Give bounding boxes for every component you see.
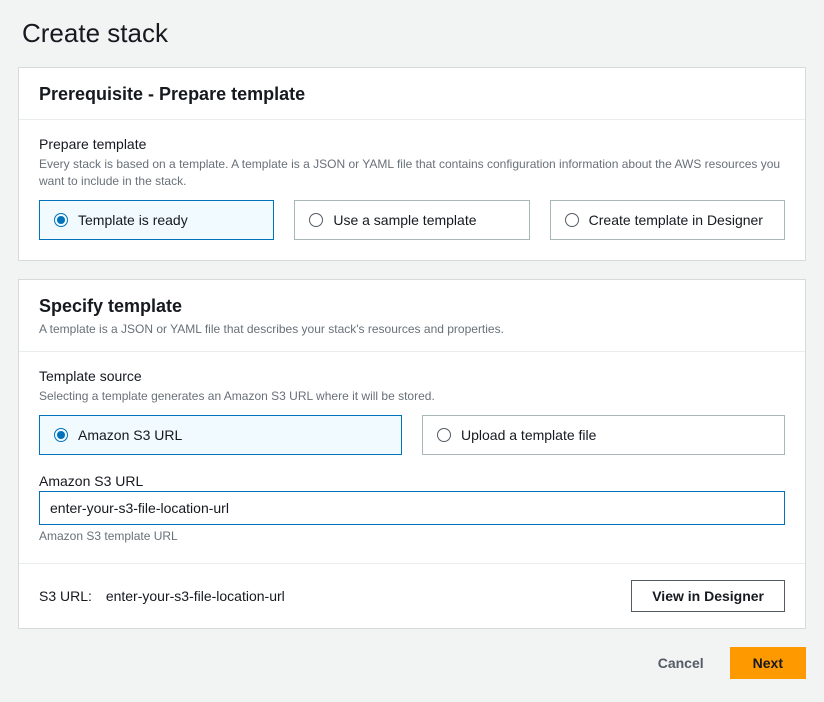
panel-prerequisite-header: Prerequisite - Prepare template	[19, 68, 805, 120]
panel-specify-header: Specify template A template is a JSON or…	[19, 280, 805, 353]
panel-specify-body: Template source Selecting a template gen…	[19, 352, 805, 563]
prepare-template-desc: Every stack is based on a template. A te…	[39, 156, 785, 190]
s3-url-label: Amazon S3 URL	[39, 473, 785, 489]
template-source-label: Template source	[39, 368, 785, 384]
template-source-desc: Selecting a template generates an Amazon…	[39, 388, 785, 405]
radio-icon	[437, 428, 451, 442]
option-s3-url[interactable]: Amazon S3 URL	[39, 415, 402, 455]
option-template-ready[interactable]: Template is ready	[39, 200, 274, 240]
radio-icon	[309, 213, 323, 227]
option-upload-file-label: Upload a template file	[461, 427, 596, 443]
option-upload-file[interactable]: Upload a template file	[422, 415, 785, 455]
specify-subtitle: A template is a JSON or YAML file that d…	[39, 321, 785, 338]
option-create-designer[interactable]: Create template in Designer	[550, 200, 785, 240]
s3-url-helper: Amazon S3 template URL	[39, 529, 785, 543]
radio-icon	[565, 213, 579, 227]
s3-url-display: S3 URL: enter-your-s3-file-location-url	[39, 588, 285, 604]
panel-prerequisite-body: Prepare template Every stack is based on…	[19, 120, 805, 260]
radio-icon	[54, 428, 68, 442]
prerequisite-heading: Prerequisite - Prepare template	[39, 84, 785, 105]
prepare-template-label: Prepare template	[39, 136, 785, 152]
s3-url-display-value: enter-your-s3-file-location-url	[106, 588, 285, 604]
page-title: Create stack	[22, 18, 806, 49]
option-template-ready-label: Template is ready	[78, 212, 188, 228]
option-sample-template[interactable]: Use a sample template	[294, 200, 529, 240]
s3-url-input[interactable]	[39, 491, 785, 525]
panel-prerequisite: Prerequisite - Prepare template Prepare …	[18, 67, 806, 261]
next-button[interactable]: Next	[730, 647, 806, 679]
option-sample-template-label: Use a sample template	[333, 212, 476, 228]
s3-url-display-label: S3 URL:	[39, 588, 92, 604]
prepare-template-options: Template is ready Use a sample template …	[39, 200, 785, 240]
template-source-options: Amazon S3 URL Upload a template file	[39, 415, 785, 455]
wizard-actions: Cancel Next	[18, 647, 806, 679]
cancel-button[interactable]: Cancel	[640, 648, 722, 678]
s3-url-field-group: Amazon S3 URL Amazon S3 template URL	[39, 473, 785, 543]
radio-icon	[54, 213, 68, 227]
option-create-designer-label: Create template in Designer	[589, 212, 763, 228]
view-in-designer-button[interactable]: View in Designer	[631, 580, 785, 612]
panel-specify: Specify template A template is a JSON or…	[18, 279, 806, 630]
panel-specify-footer: S3 URL: enter-your-s3-file-location-url …	[19, 563, 805, 628]
specify-heading: Specify template	[39, 296, 785, 317]
option-s3-url-label: Amazon S3 URL	[78, 427, 182, 443]
